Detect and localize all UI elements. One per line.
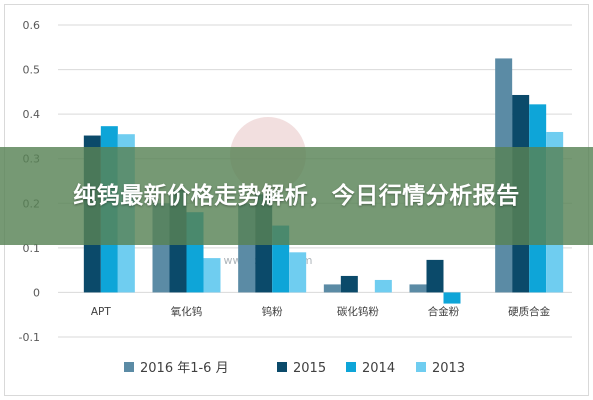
- y-tick-label: 0: [33, 286, 40, 299]
- bar: [323, 284, 341, 293]
- legend-swatch: [277, 362, 287, 372]
- y-tick-label: 0.5: [23, 64, 41, 77]
- legend-label: 2016 年1-6 月: [140, 361, 229, 376]
- legend-swatch: [346, 362, 356, 372]
- x-category-label: 碳化钨粉: [337, 305, 379, 318]
- bar: [340, 275, 358, 293]
- x-category-label: APT: [91, 306, 112, 318]
- bar: [409, 284, 427, 293]
- bar: [289, 252, 307, 293]
- y-tick-label: 0.4: [23, 108, 41, 121]
- y-tick-label: 0.6: [23, 19, 41, 32]
- x-category-label: 钨粉: [262, 305, 283, 318]
- legend-swatch: [416, 362, 426, 372]
- y-tick-label: -0.1: [19, 331, 40, 344]
- x-category-label: 氧化钨: [171, 305, 203, 318]
- legend-label: 2015: [293, 361, 326, 376]
- legend-label: 2013: [432, 361, 465, 376]
- legend-swatch: [124, 362, 134, 372]
- x-category-label: 合金粉: [428, 305, 460, 318]
- bar: [443, 292, 461, 304]
- x-axis-categories: APT 氧化钨 钨粉 碳化钨粉 合金粉 硬质合金: [91, 305, 551, 318]
- legend: 2016 年1-6 月 2015 2014 2013: [124, 361, 465, 376]
- bar: [203, 258, 221, 293]
- bar: [374, 279, 392, 293]
- y-tick-label: 0.1: [23, 242, 41, 255]
- x-category-label: 硬质合金: [508, 305, 550, 318]
- bar: [426, 259, 444, 293]
- title-banner: 纯钨最新价格走势解析，今日行情分析报告: [0, 147, 593, 245]
- banner-title: 纯钨最新价格走势解析，今日行情分析报告: [73, 183, 520, 209]
- legend-label: 2014: [362, 361, 395, 376]
